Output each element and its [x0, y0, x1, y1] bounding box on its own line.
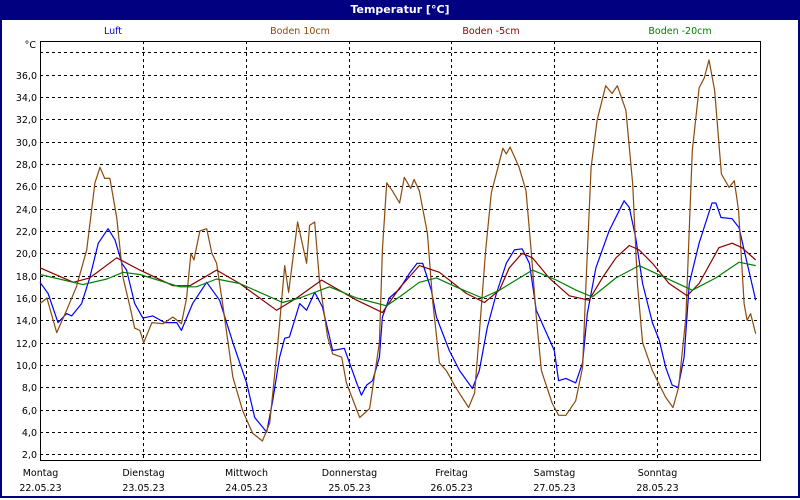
y-tick-label: 12,0 — [16, 339, 37, 350]
y-tick-label: 36,0 — [16, 71, 37, 82]
series-line-luft — [39, 200, 757, 433]
x-tick-date: 27.05.23 — [533, 483, 575, 494]
y-tick-label: 2,0 — [22, 450, 37, 461]
axes — [40, 41, 761, 461]
x-tick-day: Dienstag — [122, 468, 164, 479]
x-tick-date: 26.05.23 — [430, 483, 472, 494]
y-tick-label: 22,0 — [16, 227, 37, 238]
y-tick-label: 6,0 — [22, 406, 37, 417]
legend-entry: Boden -20cm — [648, 26, 711, 37]
plot-frame — [40, 41, 761, 461]
x-tick-date: 24.05.23 — [225, 483, 267, 494]
chart-title: Temperatur [°C] — [0, 0, 800, 20]
y-tick-label: 20,0 — [16, 249, 37, 260]
tick-labels: 2,0 4,0 6,0 8,0 10,0 12,0 14,0 16,0 18,0 20,0 22,0… — [16, 40, 679, 494]
x-tick-date: 28.05.23 — [636, 483, 678, 494]
series-line-boden-10cm — [39, 59, 757, 442]
series-lines — [39, 59, 757, 442]
x-tick-day: Sonntag — [638, 468, 677, 479]
y-tick-label: 28,0 — [16, 160, 37, 171]
legend-entry: Boden -5cm — [462, 26, 519, 37]
x-tick-date: 25.05.23 — [328, 483, 370, 494]
legend-entry: Luft — [104, 26, 122, 37]
y-tick-label: 34,0 — [16, 93, 37, 104]
y-tick-label: 16,0 — [16, 294, 37, 305]
x-tick-date: 23.05.23 — [122, 483, 164, 494]
legend: Luft Boden 10cm Boden -5cm Boden -20cm — [104, 26, 712, 37]
legend-entry: Boden 10cm — [270, 26, 330, 37]
y-tick-label: 24,0 — [16, 205, 37, 216]
x-tick-day: Samstag — [534, 468, 576, 479]
series-line-boden-5cm — [39, 242, 757, 314]
y-tick-label: 32,0 — [16, 115, 37, 126]
x-tick-day: Mittwoch — [225, 468, 268, 479]
grid — [40, 41, 760, 460]
y-axis-unit: °C — [25, 40, 37, 51]
y-tick-label: 14,0 — [16, 316, 37, 327]
x-tick-day: Donnerstag — [322, 468, 377, 479]
y-tick-label: 8,0 — [22, 383, 37, 394]
x-tick-day: Montag — [23, 468, 59, 479]
y-tick-label: 18,0 — [16, 272, 37, 283]
x-tick-date: 22.05.23 — [19, 483, 61, 494]
y-tick-label: 4,0 — [22, 428, 37, 439]
series-line-boden-20cm — [39, 261, 756, 307]
y-tick-label: 10,0 — [16, 361, 37, 372]
y-tick-label: 26,0 — [16, 182, 37, 193]
x-tick-day: Freitag — [435, 468, 468, 479]
y-tick-label: 30,0 — [16, 138, 37, 149]
